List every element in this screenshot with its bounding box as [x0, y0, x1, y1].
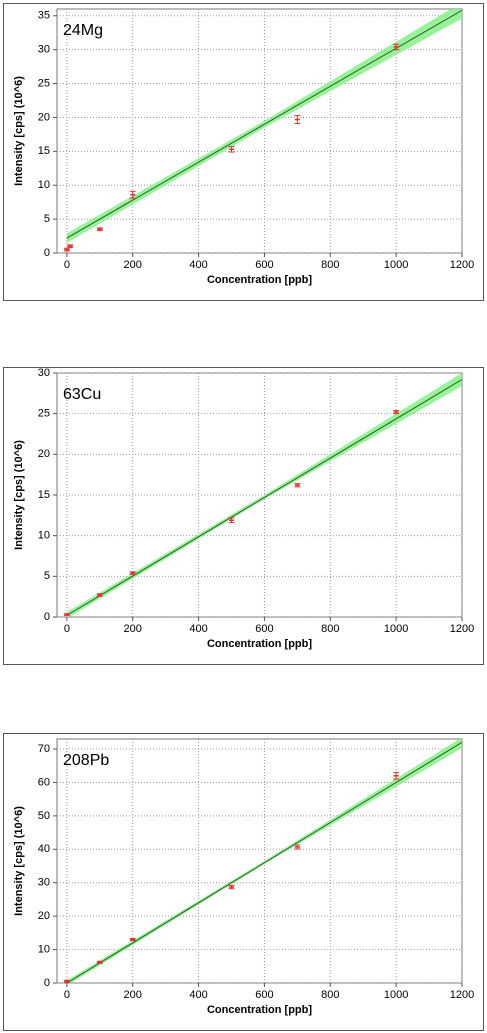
x-tick-label: 200 — [124, 259, 142, 271]
y-axis-title: Intensity [cps] (10^6) — [13, 440, 25, 550]
fit-line — [66, 741, 462, 983]
x-tick-label: 1200 — [450, 623, 474, 635]
y-tick-label: 5 — [44, 213, 50, 225]
y-tick-label: 20 — [38, 910, 50, 922]
x-tick-label: 800 — [321, 623, 339, 635]
y-tick-label: 25 — [38, 408, 50, 420]
x-tick-label: 0 — [64, 989, 70, 1001]
x-tick-label: 800 — [321, 259, 339, 271]
panel-label: 24Mg — [63, 22, 103, 39]
x-tick-label: 400 — [189, 259, 207, 271]
y-tick-label: 15 — [38, 145, 50, 157]
panel: 0 10 20 30 40 50 60 70 0 200 400 600 800 1000 1200 208P… — [3, 733, 484, 1031]
y-tick-label: 0 — [44, 977, 50, 989]
y-tick-label: 10 — [38, 943, 50, 955]
x-tick-label: 600 — [255, 259, 273, 271]
y-tick-label: 70 — [38, 743, 50, 755]
y-tick-label: 0 — [44, 247, 50, 259]
y-tick-label: 5 — [44, 570, 50, 582]
x-tick-label: 400 — [189, 623, 207, 635]
y-tick-label: 15 — [38, 489, 50, 501]
panel-frame — [3, 367, 484, 665]
panel-label: 208Pb — [63, 752, 109, 769]
x-tick-label: 1000 — [384, 989, 408, 1001]
x-axis-title: Concentration [ppb] — [207, 274, 312, 286]
panel-label: 63Cu — [63, 386, 101, 403]
y-tick-label: 30 — [38, 367, 50, 379]
y-axis-title: Intensity [cps] (10^6) — [13, 76, 25, 186]
x-tick-label: 1200 — [450, 259, 474, 271]
x-tick-label: 600 — [255, 623, 273, 635]
y-axis-title: Intensity [cps] (10^6) — [13, 806, 25, 916]
y-tick-label: 40 — [38, 843, 50, 855]
x-tick-label: 800 — [321, 989, 339, 1001]
panel: 0 5 10 15 20 25 30 0 200 400 600 800 1000 1200 63Cu Con… — [3, 367, 484, 665]
x-axis-title: Concentration [ppb] — [207, 638, 312, 650]
y-tick-label: 35 — [38, 10, 50, 22]
x-tick-label: 0 — [64, 259, 70, 271]
x-tick-label: 200 — [124, 989, 142, 1001]
y-tick-label: 0 — [44, 611, 50, 623]
x-tick-label: 1000 — [384, 623, 408, 635]
y-tick-label: 20 — [38, 448, 50, 460]
y-tick-label: 10 — [38, 530, 50, 542]
x-axis-title: Concentration [ppb] — [207, 1004, 312, 1016]
x-tick-label: 0 — [64, 623, 70, 635]
y-tick-label: 25 — [38, 77, 50, 89]
x-tick-label: 400 — [189, 989, 207, 1001]
panel-frame — [3, 733, 484, 1031]
panel-frame — [3, 3, 484, 301]
y-tick-label: 30 — [38, 44, 50, 56]
confidence-band — [66, 739, 462, 983]
plot-content — [63, 373, 462, 617]
y-tick-label: 60 — [38, 776, 50, 788]
panel: 0 5 10 15 20 25 30 35 0 200 400 600 800 1000 1200 24Mg C… — [3, 3, 484, 301]
x-tick-label: 1200 — [450, 989, 474, 1001]
x-tick-label: 1000 — [384, 259, 408, 271]
x-tick-label: 600 — [255, 989, 273, 1001]
plot-content — [63, 9, 462, 252]
x-tick-label: 200 — [124, 623, 142, 635]
y-tick-label: 20 — [38, 111, 50, 123]
plot-content — [63, 739, 462, 983]
fit-line — [66, 379, 462, 616]
y-tick-label: 50 — [38, 810, 50, 822]
y-tick-label: 10 — [38, 179, 50, 191]
y-tick-label: 30 — [38, 877, 50, 889]
